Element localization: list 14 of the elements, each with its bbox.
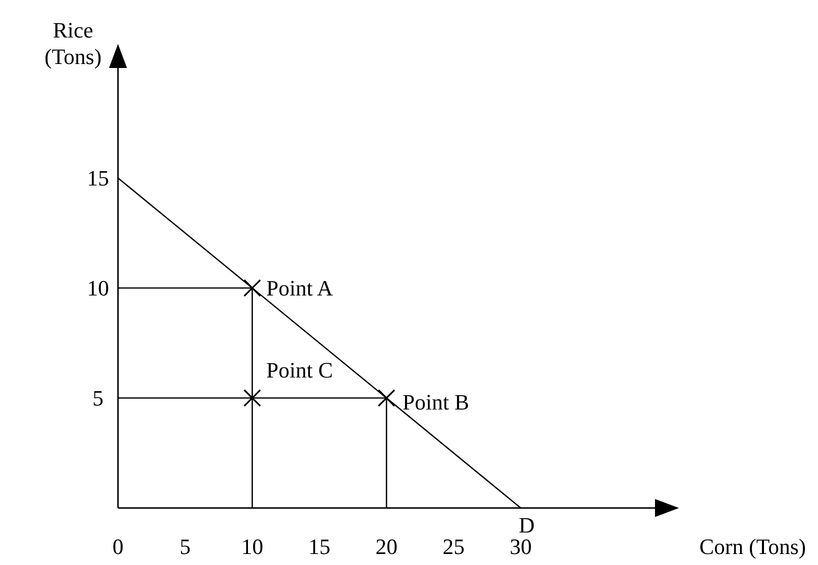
x-axis-title: Corn (Tons) xyxy=(699,534,806,559)
y-tick-label: 5 xyxy=(92,386,104,411)
annotation: Point B xyxy=(402,390,470,415)
x-tick-label: 0 xyxy=(112,534,124,559)
x-tick-label: 20 xyxy=(376,534,398,559)
y-axis-title: Rice (Tons) xyxy=(44,18,102,69)
x-tick-label: 10 xyxy=(241,534,264,559)
y-tick-label: 10 xyxy=(87,276,109,301)
y-tick-label: 15 xyxy=(87,166,109,191)
annotation: Point A xyxy=(266,276,333,301)
x-tick-label: 15 xyxy=(308,534,330,559)
x-tick-label: 25 xyxy=(442,534,465,559)
x-tick-label: 5 xyxy=(180,534,191,559)
annotation: Point C xyxy=(266,358,333,383)
